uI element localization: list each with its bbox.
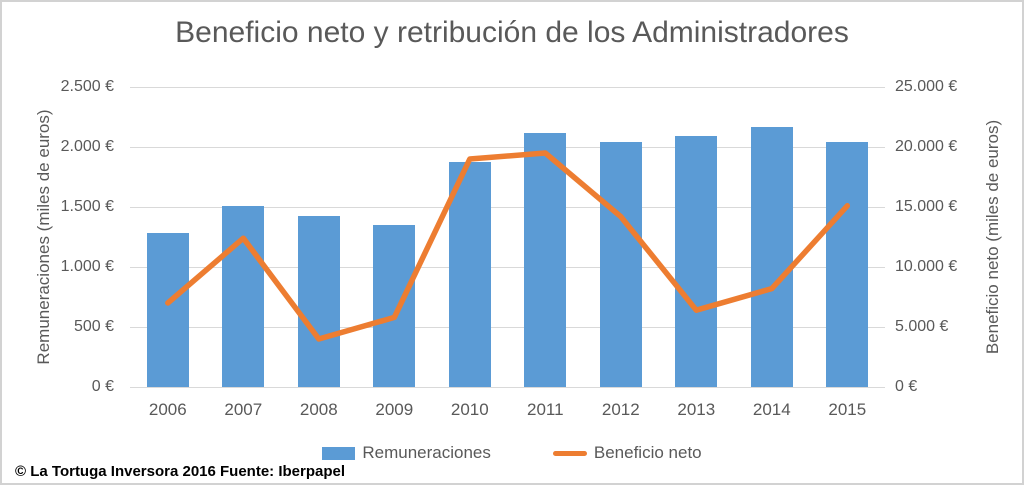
gridline [130,87,885,88]
source-note: © La Tortuga Inversora 2016 Fuente: Iber… [15,463,346,480]
right-axis-ticks: 0 € 5.000 € 10.000 € 15.000 € 20.000 € 25.000… [895,78,1020,395]
legend-label-remuneraciones: Remuneraciones [362,443,491,462]
x-label-2010: 2010 [450,400,489,419]
x-label-2014: 2014 [752,400,791,419]
legend: Remuneraciones Beneficio neto [2,443,1022,463]
x-axis-labels: 2006 2007 2008 2009 2010 2011 2012 2013 2014 2015 [130,400,885,422]
bar-2006 [146,233,189,387]
chart-title: Beneficio neto y retribución de los Admi… [175,16,849,49]
left-axis-ticks: 0 € 500 € 1.000 € 1.500 € 2.000 € 2.500 € [2,78,114,395]
axis-tick-label: 10.000 € [895,258,958,275]
x-label-2008: 2008 [299,400,338,419]
remuneraciones-swatch-icon [322,446,356,460]
axis-tick-label: 2.000 € [60,138,114,155]
axis-tick-label: 5.000 € [895,318,949,335]
gridline [130,387,885,388]
legend-item-beneficio-neto: Beneficio neto [552,443,702,463]
gridline [130,267,885,268]
axis-tick-label: 20.000 € [895,138,958,155]
x-label-2012: 2012 [601,400,640,419]
axis-tick-label: 0 € [91,378,114,395]
legend-item-remuneraciones: Remuneraciones [322,443,491,463]
bar-2013 [675,136,718,387]
x-label-2011: 2011 [527,400,564,419]
x-label-2013: 2013 [677,400,716,419]
bar-2012 [599,141,642,387]
gridline [130,147,885,148]
gridline [130,327,885,328]
axis-tick-label: 1.500 € [60,198,114,215]
bar-2011 [524,133,567,387]
bar-2010 [448,162,491,387]
beneficio-neto-line [165,150,851,342]
bar-2015 [826,142,869,387]
legend-label-beneficio-neto: Beneficio neto [593,443,702,462]
axis-tick-label: 25.000 € [895,78,958,95]
axis-tick-label: 15.000 € [895,198,958,215]
axis-tick-label: 1.000 € [60,258,114,275]
beneficio-neto-swatch-icon [552,450,587,456]
gridline [130,207,885,208]
axis-tick-label: 2.500 € [60,78,114,95]
bar-2014 [750,126,793,387]
x-label-2015: 2015 [828,400,867,419]
axis-tick-label: 0 € [895,378,918,395]
bar-2009 [373,225,416,387]
x-label-2006: 2006 [148,400,187,419]
plot-area [130,87,885,388]
x-label-2007: 2007 [224,400,263,419]
bar-2008 [297,216,340,387]
axis-tick-label: 500 € [73,318,114,335]
x-label-2009: 2009 [375,400,414,419]
